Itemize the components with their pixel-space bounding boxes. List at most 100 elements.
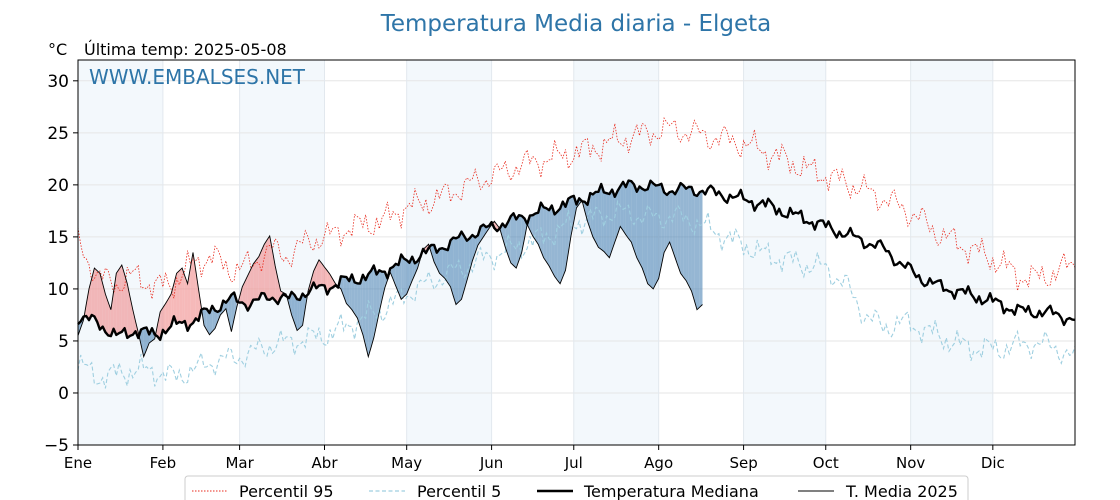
fill-above-median	[247, 269, 251, 311]
fill-below-median	[694, 194, 698, 310]
fill-below-median	[606, 193, 610, 258]
fill-below-median	[644, 189, 648, 284]
fill-below-median	[513, 213, 517, 269]
fill-above-median	[250, 263, 254, 306]
fill-below-median	[697, 192, 700, 310]
fill-below-median	[540, 202, 544, 258]
fill-below-median	[406, 260, 410, 295]
fill-below-median	[538, 202, 541, 251]
fill-below-median	[658, 183, 662, 279]
fill-below-median	[203, 308, 207, 331]
fill-below-median	[650, 180, 654, 289]
fill-below-median	[436, 248, 440, 274]
fill-above-median	[108, 301, 111, 337]
fill-above-median	[132, 309, 136, 335]
fill-above-median	[99, 273, 103, 330]
fill-below-median	[620, 181, 624, 231]
month-band	[78, 60, 163, 445]
fill-below-median	[518, 215, 522, 261]
y-tick-label: −5	[44, 436, 69, 456]
fill-above-median	[187, 268, 191, 331]
fill-below-median	[365, 274, 369, 357]
grid-lines	[77, 60, 1075, 446]
fill-below-median	[403, 258, 407, 297]
fill-below-median	[508, 216, 511, 263]
fill-below-median	[516, 215, 519, 269]
fill-below-median	[634, 184, 637, 258]
fill-below-median	[212, 305, 215, 332]
fill-below-median	[382, 271, 385, 300]
fill-below-median	[442, 248, 446, 279]
fill-below-median	[357, 283, 361, 327]
fill-below-median	[351, 274, 355, 314]
fill-above-median	[245, 275, 248, 311]
series-line-percentil-5	[77, 199, 1076, 389]
fill-below-median	[686, 186, 689, 286]
fill-below-median	[354, 282, 358, 319]
x-tick-label: Jul	[564, 454, 583, 472]
fill-below-median	[609, 189, 613, 258]
fill-above-median	[168, 294, 172, 330]
fill-below-median	[612, 189, 615, 250]
fill-below-median	[505, 222, 509, 256]
legend: Percentil 95 Percentil 5 Temperatura Med…	[184, 475, 969, 500]
series-line-temperatura-mediana	[77, 179, 1076, 341]
fill-below-median	[565, 198, 569, 271]
fill-above-median	[266, 235, 270, 300]
fill-above-median	[165, 298, 169, 334]
y-tick-label: 15	[47, 228, 69, 248]
fill-below-median	[297, 299, 300, 331]
fill-above-median	[319, 259, 322, 286]
fill-above-median	[173, 273, 177, 324]
fill-above-median	[105, 294, 109, 336]
x-tick-label: May	[391, 454, 422, 472]
fill-below-median	[639, 186, 643, 269]
x-axis-ticks: Ene Feb Mar Abr May Jun Jul Ago Sep Oct Nov Dic	[64, 445, 1005, 472]
month-band	[910, 60, 993, 445]
fill-below-median	[590, 193, 593, 237]
fill-below-median	[535, 212, 539, 245]
fill-below-median	[683, 185, 687, 281]
fill-above-median	[121, 264, 125, 332]
fill-below-median	[543, 207, 547, 262]
x-tick-label: Jun	[479, 454, 503, 472]
watermark-text: WWW.EMBALSES.NET	[89, 65, 306, 89]
fill-below-median	[302, 293, 306, 326]
fill-above-median	[119, 264, 122, 334]
fill-above-median	[110, 291, 114, 337]
series-line-t-media-2025	[77, 199, 703, 359]
fill-above-median	[182, 268, 185, 323]
fill-below-median	[455, 236, 459, 305]
x-tick-label: Feb	[150, 454, 177, 472]
fill-below-median	[362, 274, 366, 346]
fill-below-median	[617, 186, 621, 235]
fill-below-median	[299, 293, 303, 328]
y-unit-label: °C	[48, 40, 67, 59]
fill-below-median	[691, 186, 695, 301]
fill-below-median	[653, 183, 656, 289]
fill-below-median	[562, 201, 566, 277]
fill-below-median	[661, 183, 665, 266]
fill-below-median	[434, 244, 437, 268]
fill-below-median	[206, 308, 210, 335]
fill-below-median	[214, 310, 218, 329]
fill-above-median	[102, 283, 106, 333]
fill-below-median	[598, 183, 602, 250]
fill-below-median	[439, 248, 443, 276]
y-tick-label: 20	[47, 176, 69, 196]
fill-below-median	[672, 191, 676, 258]
fill-above-median	[179, 268, 183, 323]
fill-below-median	[510, 213, 514, 266]
fill-below-median	[431, 244, 435, 262]
fill-above-median	[116, 269, 120, 335]
x-tick-label: Mar	[225, 454, 254, 472]
y-tick-label: 10	[47, 280, 69, 300]
fill-below-median	[631, 181, 635, 250]
y-axis-ticks: −5 0 5 10 15 20 25 30	[44, 72, 78, 456]
fill-above-median	[198, 288, 202, 321]
fill-above-median	[261, 244, 265, 294]
x-tick-label: Oct	[813, 454, 839, 472]
y-tick-label: 0	[58, 384, 69, 404]
fill-below-median	[294, 294, 298, 331]
